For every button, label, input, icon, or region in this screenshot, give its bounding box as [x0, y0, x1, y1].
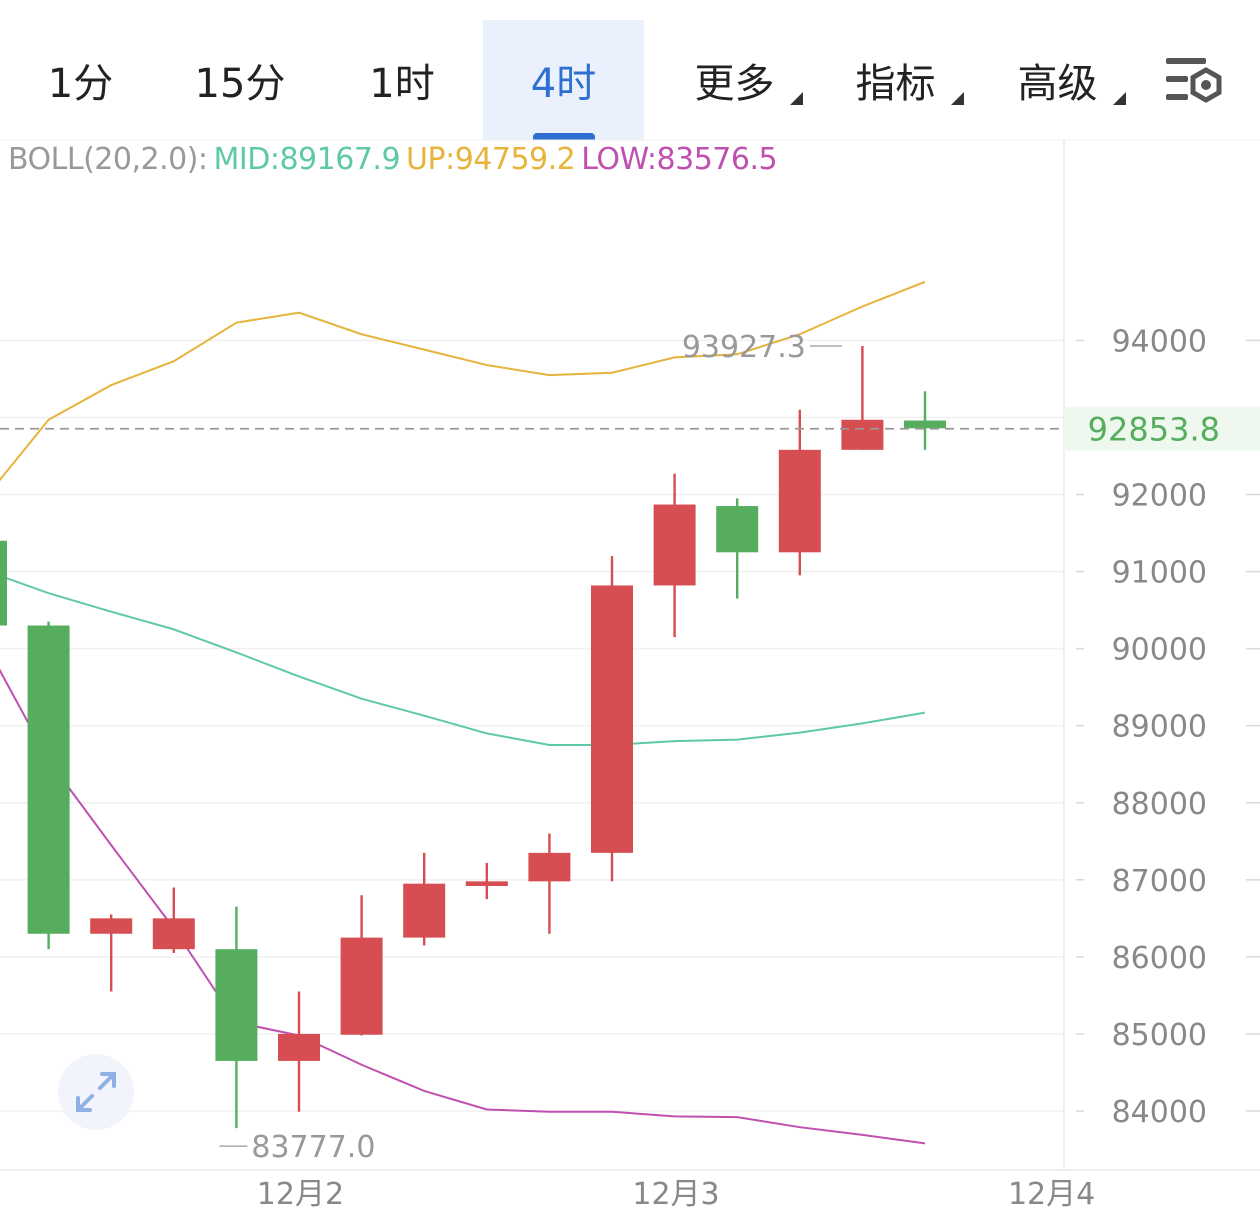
boll-up-value: UP:94759.2 — [406, 142, 576, 177]
tab-label: 指标 — [855, 61, 936, 107]
tab-label: 4时 — [530, 61, 597, 107]
x-tick-label: 12月4 — [1008, 1177, 1095, 1212]
dropdown-triangle-icon — [1113, 92, 1126, 105]
y-tick-label: 90000 — [1112, 633, 1207, 668]
candle-body — [841, 419, 884, 450]
tab-6[interactable]: 指标 — [823, 20, 968, 140]
tab-label: 15分 — [194, 61, 286, 107]
candle-body — [465, 881, 508, 886]
dropdown-triangle-icon — [790, 92, 803, 105]
candle-body — [716, 506, 759, 553]
candle-body — [215, 949, 258, 1061]
tab-4[interactable]: 4时 — [483, 20, 644, 140]
x-tick-label: 12月2 — [257, 1177, 344, 1212]
timeframe-tab-bar: 1分 15分 1时 4时 更多 指标 高级 — [0, 0, 1260, 140]
candle-body — [27, 625, 70, 934]
tab-label: 1分 — [47, 61, 114, 107]
candle-body — [653, 504, 696, 586]
y-tick-label: 91000 — [1112, 556, 1207, 591]
y-tick-label: 85000 — [1112, 1018, 1207, 1053]
y-tick-label: 88000 — [1112, 787, 1207, 822]
tab-7[interactable]: 高级 — [985, 20, 1130, 140]
dropdown-triangle-icon — [951, 92, 964, 105]
tab-label: 1时 — [369, 61, 435, 107]
max-price-label: 93927.3 — [682, 330, 806, 365]
candle-body — [528, 852, 571, 882]
active-tab-indicator — [532, 133, 595, 140]
boll-up-line — [0, 280, 926, 482]
y-tick-label: 86000 — [1112, 941, 1207, 976]
candle-body — [0, 540, 7, 626]
current-price-label: 92853.8 — [1088, 411, 1220, 449]
y-tick-label: 84000 — [1112, 1095, 1207, 1130]
current-price-badge — [1064, 406, 1260, 451]
tab-3[interactable]: 1时 — [342, 20, 462, 140]
boll-mid-value: MID:89167.9 — [213, 142, 401, 177]
y-tick-label: 94000 — [1112, 324, 1207, 359]
candle-body — [152, 918, 195, 950]
tab-1[interactable]: 1分 — [18, 20, 143, 140]
min-price-label: 83777.0 — [251, 1130, 375, 1165]
tab-5[interactable]: 更多 — [662, 20, 807, 140]
candle-body — [278, 1033, 320, 1061]
chart-settings-icon[interactable] — [1162, 52, 1226, 112]
boll-low-value: LOW:83576.5 — [581, 142, 778, 177]
candle-body — [403, 883, 446, 938]
boll-mid-line — [0, 574, 926, 746]
tab-label: 更多 — [694, 61, 775, 107]
expand-chart-button[interactable] — [58, 1054, 134, 1130]
candle-body — [904, 420, 946, 429]
tab-label: 高级 — [1017, 61, 1098, 107]
expand-icon — [76, 1072, 116, 1112]
y-tick-label: 87000 — [1112, 864, 1207, 899]
boll-low-line — [0, 668, 926, 1145]
candle-body — [340, 937, 383, 1035]
candle-body — [90, 918, 133, 934]
y-tick-label: 92000 — [1112, 479, 1207, 514]
x-tick-label: 12月3 — [632, 1177, 719, 1212]
tab-2[interactable]: 15分 — [170, 20, 310, 140]
boll-name: BOLL(20,2.0): — [8, 142, 208, 177]
y-tick-label: 89000 — [1112, 710, 1207, 745]
candle-body — [591, 585, 633, 853]
candle-body — [778, 449, 821, 553]
boll-indicator-legend: BOLL(20,2.0): MID:89167.9 UP:94759.2 LOW:83… — [8, 142, 783, 182]
